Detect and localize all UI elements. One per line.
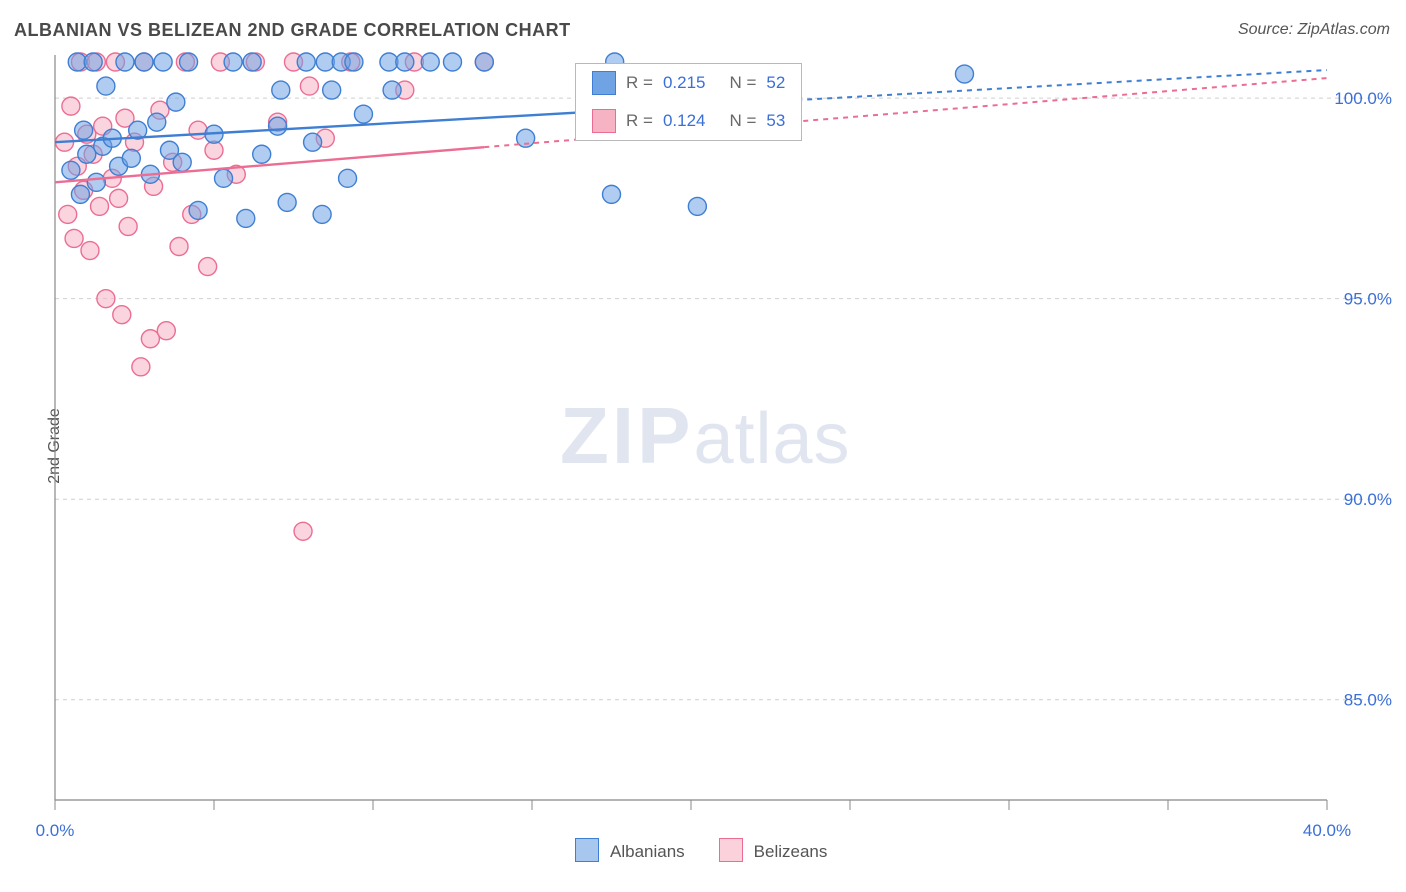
- data-point: [243, 53, 261, 71]
- chart-container: ALBANIAN VS BELIZEAN 2ND GRADE CORRELATI…: [0, 0, 1406, 892]
- data-point: [294, 522, 312, 540]
- data-point: [603, 185, 621, 203]
- data-point: [84, 53, 102, 71]
- data-point: [59, 205, 77, 223]
- data-point: [205, 141, 223, 159]
- data-point: [170, 238, 188, 256]
- data-point: [141, 330, 159, 348]
- data-point: [339, 169, 357, 187]
- svg-text:100.0%: 100.0%: [1334, 89, 1392, 108]
- legend-swatch: [575, 838, 599, 862]
- legend-r-value: 0.215: [663, 73, 706, 93]
- data-point: [253, 145, 271, 163]
- legend-correlation-row: R = 0.124 N = 53: [576, 102, 801, 140]
- legend-r-label: R =: [626, 73, 653, 93]
- data-point: [167, 93, 185, 111]
- data-point: [71, 185, 89, 203]
- data-point: [199, 258, 217, 276]
- legend-swatch: [719, 838, 743, 862]
- data-point: [272, 81, 290, 99]
- data-point: [113, 306, 131, 324]
- legend-series-label: Albanians: [610, 842, 685, 861]
- data-point: [323, 81, 341, 99]
- data-point: [97, 77, 115, 95]
- data-point: [215, 169, 233, 187]
- legend-n-label: N =: [729, 73, 756, 93]
- legend-series-label: Belizeans: [754, 842, 828, 861]
- data-point: [237, 209, 255, 227]
- data-point: [148, 113, 166, 131]
- data-point: [955, 65, 973, 83]
- data-point: [78, 145, 96, 163]
- data-point: [383, 81, 401, 99]
- data-point: [116, 53, 134, 71]
- data-point: [87, 173, 105, 191]
- data-point: [75, 121, 93, 139]
- data-point: [421, 53, 439, 71]
- legend-correlation-box: R = 0.215 N = 52 R = 0.124 N = 53: [575, 63, 802, 141]
- data-point: [269, 117, 287, 135]
- legend-n-value: 53: [766, 111, 785, 131]
- data-point: [91, 197, 109, 215]
- data-point: [688, 197, 706, 215]
- legend-swatch: [592, 71, 616, 95]
- legend-r-value: 0.124: [663, 111, 706, 131]
- legend-swatch: [592, 109, 616, 133]
- data-point: [345, 53, 363, 71]
- data-point: [122, 149, 140, 167]
- data-point: [189, 201, 207, 219]
- data-point: [313, 205, 331, 223]
- data-point: [444, 53, 462, 71]
- data-point: [62, 161, 80, 179]
- data-point: [189, 121, 207, 139]
- svg-text:90.0%: 90.0%: [1344, 490, 1392, 509]
- data-point: [300, 77, 318, 95]
- data-point: [304, 133, 322, 151]
- svg-text:40.0%: 40.0%: [1303, 821, 1351, 840]
- svg-text:0.0%: 0.0%: [36, 821, 75, 840]
- data-point: [65, 229, 83, 247]
- legend-n-value: 52: [766, 73, 785, 93]
- data-point: [278, 193, 296, 211]
- data-point: [97, 290, 115, 308]
- data-point: [110, 189, 128, 207]
- data-point: [119, 217, 137, 235]
- data-point: [154, 53, 172, 71]
- data-point: [132, 358, 150, 376]
- legend-series-item: Belizeans: [719, 838, 828, 862]
- data-point: [475, 53, 493, 71]
- data-point: [180, 53, 198, 71]
- data-point: [157, 322, 175, 340]
- data-point: [396, 53, 414, 71]
- legend-n-label: N =: [729, 111, 756, 131]
- data-point: [135, 53, 153, 71]
- legend-series-item: Albanians: [575, 838, 685, 862]
- data-point: [62, 97, 80, 115]
- svg-text:85.0%: 85.0%: [1344, 691, 1392, 710]
- data-point: [173, 153, 191, 171]
- data-point: [297, 53, 315, 71]
- legend-correlation-row: R = 0.215 N = 52: [576, 64, 801, 102]
- svg-text:95.0%: 95.0%: [1344, 290, 1392, 309]
- data-point: [224, 53, 242, 71]
- legend-r-label: R =: [626, 111, 653, 131]
- data-point: [354, 105, 372, 123]
- data-point: [81, 242, 99, 260]
- legend-series: Albanians Belizeans: [575, 838, 827, 862]
